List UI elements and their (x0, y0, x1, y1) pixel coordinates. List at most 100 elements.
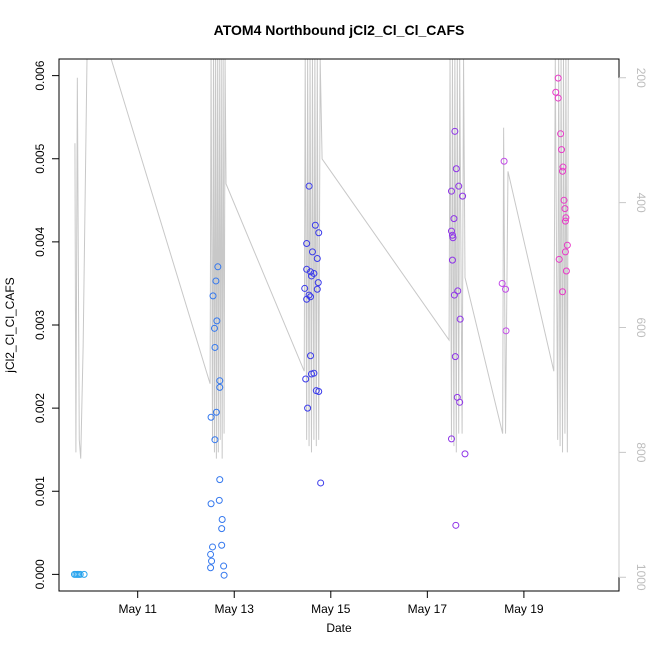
y-tick-label: 0.005 (33, 143, 47, 173)
data-point (303, 295, 311, 303)
data-point (451, 127, 459, 135)
data-point (313, 285, 321, 293)
data-point (80, 570, 88, 578)
data-point (555, 255, 563, 263)
data-point (207, 550, 215, 558)
data-point (452, 165, 460, 173)
data-point (213, 317, 221, 325)
data-point (308, 248, 316, 256)
y2-tick-label: 1000 (634, 564, 648, 591)
data-point (304, 404, 312, 412)
data-point (461, 450, 469, 458)
y-tick-label: 0.004 (33, 227, 47, 257)
y-tick-label: 0.006 (33, 60, 47, 90)
data-point (500, 157, 508, 165)
data-point (315, 388, 323, 395)
y2-tick-label: 800 (634, 442, 648, 462)
data-point (220, 571, 228, 579)
data-point (450, 215, 458, 223)
data-point (317, 479, 325, 487)
x-tick-label: May 15 (311, 602, 351, 616)
data-point (554, 74, 562, 82)
data-point (459, 192, 467, 200)
y-axis: 0.000 0.001 0.002 0.003 0.004 0.005 0.006 (33, 60, 59, 589)
data-point (315, 229, 323, 237)
data-point (311, 221, 319, 229)
x-tick-label: May 11 (118, 602, 157, 616)
series-flight-1 (70, 570, 88, 578)
y2-tick-label: 400 (634, 193, 648, 213)
y-tick-label: 0.001 (33, 476, 47, 506)
y-tick-label: 0.002 (33, 393, 47, 423)
data-point (305, 182, 313, 190)
scatter-points-layer (70, 74, 571, 579)
data-point (560, 196, 568, 204)
x-tick-label: May 13 (215, 602, 255, 616)
data-point (561, 217, 569, 225)
series-flight-2 (207, 263, 228, 579)
data-point (502, 285, 510, 293)
data-point (452, 521, 460, 529)
data-point (502, 327, 510, 335)
data-point (212, 408, 220, 416)
data-point (211, 436, 219, 444)
data-point (454, 287, 462, 295)
series-flight-4 (447, 127, 469, 529)
y-tick-label: 0.000 (33, 559, 47, 589)
data-point (561, 205, 569, 213)
x-axis: May 11 May 13 May 15 May 17 May 19 (118, 590, 544, 616)
y2-tick-label: 600 (634, 317, 648, 337)
data-point (216, 377, 224, 385)
data-point (307, 352, 315, 360)
data-point (218, 525, 226, 533)
plot-frame (58, 58, 620, 592)
chart-title: ATOM4 Northbound jCl2_Cl_Cl_CAFS (214, 22, 465, 38)
data-point (449, 234, 457, 242)
y-tick-label: 0.003 (33, 310, 47, 340)
data-point (210, 324, 218, 332)
secondary-pressure-line-layer (74, 58, 569, 459)
data-point (455, 182, 463, 190)
series-flight-6 (552, 74, 571, 296)
data-point (215, 496, 223, 504)
data-point (301, 284, 309, 292)
series-flight-3 (301, 182, 325, 487)
data-point (456, 398, 464, 406)
data-point (447, 187, 455, 195)
data-point (456, 315, 464, 323)
data-point (207, 500, 215, 508)
data-point (218, 541, 226, 549)
data-point (76, 570, 84, 578)
pressure-line (74, 58, 569, 459)
y-axis-label: jCl2_Cl_Cl_CAFS (3, 277, 17, 373)
data-point (313, 255, 321, 262)
data-point (448, 256, 456, 264)
y2-tick-label: 200 (634, 68, 648, 88)
data-point (207, 564, 215, 572)
data-point (307, 268, 315, 276)
data-point (558, 146, 566, 154)
data-point (212, 277, 220, 285)
x-axis-label: Date (326, 621, 352, 635)
data-point (557, 130, 565, 138)
data-point (448, 231, 456, 239)
x-tick-label: May 17 (408, 602, 448, 616)
data-point (220, 562, 228, 570)
data-point (559, 163, 567, 171)
data-point (552, 88, 560, 96)
secondary-y-axis: 200 400 600 800 1000 (618, 68, 648, 591)
data-point (218, 516, 226, 524)
data-point (314, 279, 322, 287)
data-point (559, 288, 567, 296)
data-point (447, 227, 455, 235)
data-point (559, 167, 567, 175)
data-point (214, 263, 222, 271)
data-point (211, 343, 219, 351)
data-point (554, 94, 562, 102)
data-point (562, 214, 570, 222)
data-point (216, 476, 224, 484)
data-point (562, 267, 570, 275)
data-point (450, 291, 458, 299)
data-point (216, 383, 224, 391)
